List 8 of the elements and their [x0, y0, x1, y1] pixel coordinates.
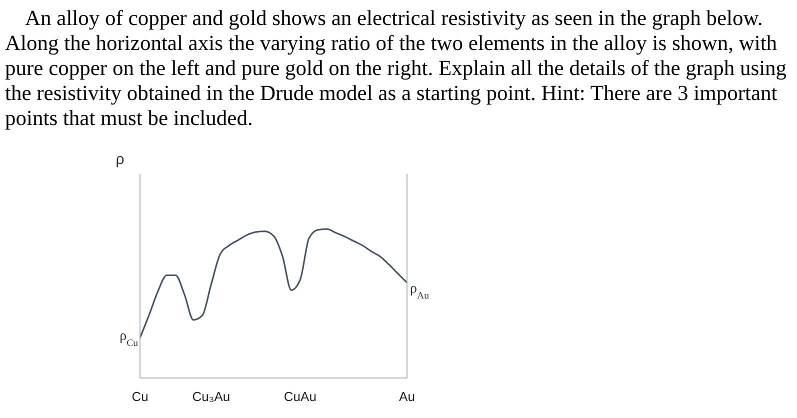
- x-tick-label: CuAu: [284, 389, 316, 404]
- x-tick-label: Cu: [132, 389, 148, 404]
- y-axis-title: ρ: [116, 151, 124, 168]
- x-tick-label: Au: [399, 389, 415, 404]
- chart-title: An alloy of copper and gold shows an electrical resistivity as seen in the graph below. Along the horizontal axis the varying ratio of the two elements in the alloy is shown, with pure copper on the left and pure gold on the right. Explain all the details of the graph using the resistivity obtained in the Drude model as a starting point. Hint: There are 3 important points that must be included.: [5, 6, 788, 131]
- annotation: ρ$_{Cu}$: [120, 328, 138, 348]
- x-tick-label: Cu₃Au: [192, 389, 230, 404]
- annotation: ρ$_{Au}$: [410, 282, 430, 302]
